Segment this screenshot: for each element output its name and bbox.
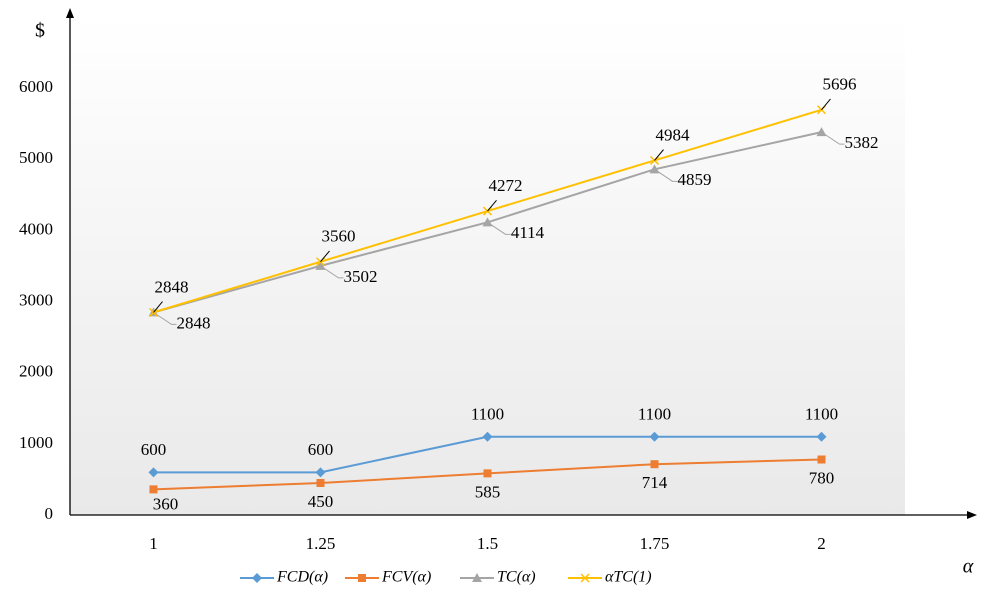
- data-label: 600: [141, 440, 167, 459]
- data-point: [482, 431, 493, 442]
- data-label: 780: [809, 468, 835, 487]
- x-tick-label: 1: [149, 534, 158, 553]
- label-leader: [487, 199, 497, 212]
- data-point: [483, 469, 492, 478]
- y-axis-arrow: [66, 8, 74, 18]
- data-label: 1100: [471, 405, 504, 424]
- legend-marker: [252, 573, 262, 583]
- x-axis-label: α: [963, 556, 974, 578]
- data-label: 1100: [638, 405, 671, 424]
- x-axis-arrow: [967, 511, 977, 519]
- data-point: [816, 431, 827, 442]
- label-leader: [153, 301, 163, 313]
- data-label: 2848: [155, 277, 189, 296]
- data-label: 4114: [511, 223, 545, 242]
- y-tick-label: 3000: [19, 290, 53, 309]
- y-tick-label: 1000: [19, 433, 53, 452]
- label-leader: [320, 250, 330, 263]
- y-tick-label: 0: [45, 504, 54, 523]
- data-label: 714: [642, 473, 668, 492]
- legend-marker: [472, 573, 482, 582]
- y-tick-label: 2000: [19, 362, 53, 381]
- legend-label: TC(α): [497, 569, 536, 586]
- data-point: [149, 485, 158, 494]
- x-tick-label: 1.25: [306, 534, 336, 553]
- data-point: [650, 460, 659, 469]
- x-tick-label: 1.5: [477, 534, 498, 553]
- data-label: 3560: [322, 227, 356, 246]
- y-axis-label: $: [35, 20, 45, 42]
- data-label: 5382: [845, 133, 879, 152]
- data-label: 585: [475, 482, 501, 501]
- label-leader: [487, 221, 511, 235]
- data-label: 1100: [805, 405, 838, 424]
- label-leader: [654, 168, 678, 182]
- data-label: 600: [308, 440, 334, 459]
- label-leader: [821, 98, 831, 111]
- y-tick-label: 4000: [19, 219, 53, 238]
- y-tick-label: 6000: [19, 77, 53, 96]
- legend-label: FCV(α): [381, 569, 431, 586]
- label-leader: [320, 265, 344, 279]
- label-leader: [821, 131, 845, 145]
- data-label: 4984: [656, 125, 691, 144]
- x-tick-label: 2: [817, 534, 826, 553]
- x-tick-label: 1.75: [640, 534, 670, 553]
- data-point: [316, 478, 325, 487]
- data-point: [148, 467, 159, 478]
- legend-label: FCD(α): [276, 569, 328, 586]
- label-leader: [153, 311, 177, 325]
- data-label: 4272: [489, 176, 523, 195]
- data-label: 4859: [678, 170, 712, 189]
- y-tick-label: 5000: [19, 148, 53, 167]
- legend-marker: [358, 574, 366, 582]
- legend-label: αTC(1): [605, 569, 652, 586]
- data-label: 5696: [823, 75, 857, 94]
- data-label: 3502: [344, 267, 378, 286]
- data-label: 450: [308, 492, 334, 511]
- data-point: [315, 467, 326, 478]
- label-leader: [654, 149, 664, 161]
- data-label: 360: [153, 494, 179, 513]
- data-point: [649, 431, 660, 442]
- data-point: [817, 455, 826, 464]
- data-label: 2848: [177, 313, 211, 332]
- legend-marker: [580, 573, 590, 583]
